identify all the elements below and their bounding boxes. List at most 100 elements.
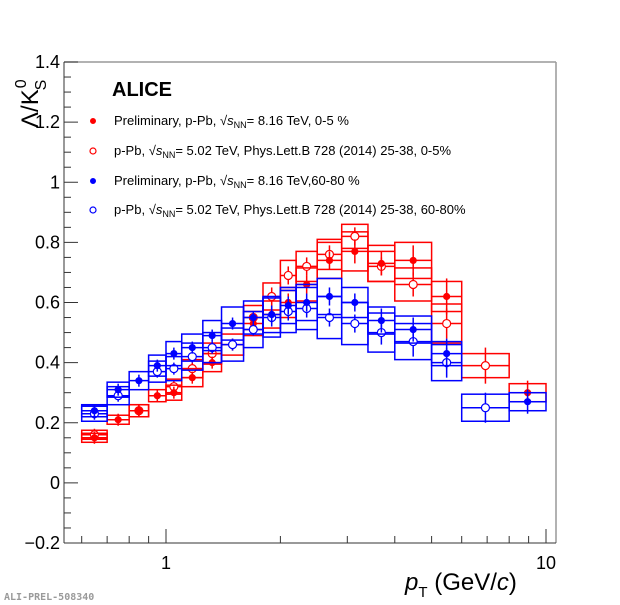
open-marker <box>350 318 360 329</box>
filled-marker <box>284 301 292 310</box>
filled-marker <box>249 313 257 322</box>
filled-marker <box>228 319 237 328</box>
filled-marker <box>443 350 451 358</box>
legend-label-post: = 8.16 TeV, 0-5 % <box>247 113 350 128</box>
filled-marker <box>135 407 143 415</box>
legend-label: p-Pb, √sNN= 5.02 TeV, Phys.Lett.B 728 (2… <box>114 202 466 219</box>
y-tick-label: 0.8 <box>35 232 60 252</box>
legend-item: Preliminary, p-Pb, √sNN= 8.16 TeV,60-80 … <box>89 173 360 190</box>
filled-marker <box>523 398 532 406</box>
legend-label-s: s <box>227 113 234 128</box>
filled-marker <box>409 325 417 334</box>
legend-label-nn: NN <box>234 120 247 130</box>
legend-label: p-Pb, √sNN= 5.02 TeV, Phys.Lett.B 728 (2… <box>114 143 451 160</box>
filled-marker <box>377 259 385 268</box>
filled-marker <box>153 392 161 400</box>
svg-text:Λ/K0S: Λ/K0 S <box>13 79 50 128</box>
legend: Preliminary, p-Pb, √sNN= 8.16 TeV, 0-5 %… <box>89 113 466 219</box>
legend-label-post: = 5.02 TeV, Phys.Lett.B 728 (2014) 25-38… <box>175 202 466 217</box>
legend-label: Preliminary, p-Pb, √sNN= 8.16 TeV,60-80 … <box>114 173 360 190</box>
filled-marker <box>153 362 161 370</box>
series-2 <box>80 277 547 418</box>
legend-label-nn: NN <box>162 150 175 160</box>
open-marker <box>442 318 452 329</box>
watermark: ALI-PREL-508340 <box>4 592 94 603</box>
y-axis-title: Λ/K0 S <box>13 79 50 128</box>
open-marker <box>187 352 197 362</box>
legend-label-nn: NN <box>162 209 175 219</box>
filled-marker <box>90 407 99 415</box>
filled-marker <box>170 350 178 358</box>
y-tick-label: −0.2 <box>24 533 60 553</box>
open-marker <box>169 364 179 374</box>
open-marker <box>302 261 312 272</box>
sqrt-symbol: √ <box>149 202 157 217</box>
open-marker <box>480 361 491 371</box>
x-title-rest: (GeV/ <box>428 569 498 596</box>
legend-label-pre: p-Pb, <box>114 202 149 217</box>
legend-label: Preliminary, p-Pb, √sNN= 8.16 TeV, 0-5 % <box>114 113 349 130</box>
legend-label-pre: Preliminary, p-Pb, <box>114 173 220 188</box>
experiment-label: ALICE <box>112 79 172 101</box>
filled-marker <box>303 298 311 307</box>
legend-label-pre: p-Pb, <box>114 143 149 158</box>
x-tick-label: 1 <box>161 553 171 573</box>
legend-item: Preliminary, p-Pb, √sNN= 8.16 TeV, 0-5 % <box>89 113 349 130</box>
legend-marker <box>89 178 96 185</box>
open-marker <box>408 279 418 290</box>
legend-item: p-Pb, √sNN= 5.02 TeV, Phys.Lett.B 728 (2… <box>89 202 466 219</box>
series-0 <box>80 231 547 444</box>
y-title-main: Λ/K <box>17 89 44 128</box>
filled-marker <box>90 434 99 442</box>
legend-label-s: s <box>156 143 163 158</box>
y-title-sub: S <box>33 80 50 91</box>
filled-marker <box>188 343 196 352</box>
legend-label-pre: Preliminary, p-Pb, <box>114 113 220 128</box>
y-title-sup: 0 <box>13 79 30 88</box>
x-title-close: ) <box>509 569 517 596</box>
open-marker <box>227 339 238 350</box>
x-title-p: p <box>404 569 418 596</box>
x-title-c: c <box>497 569 509 596</box>
data-layer <box>80 223 547 444</box>
filled-marker <box>409 256 417 265</box>
sqrt-symbol: √ <box>220 173 228 188</box>
sqrt-symbol: √ <box>220 113 228 128</box>
filled-marker <box>325 256 334 265</box>
open-marker <box>480 403 491 413</box>
legend-label-nn: NN <box>234 180 247 190</box>
x-axis-title: pT (GeV/c) <box>404 569 517 601</box>
open-marker <box>248 324 258 335</box>
y-tick-label: 1 <box>50 172 60 192</box>
filled-marker <box>268 310 276 319</box>
filled-marker <box>114 386 122 394</box>
open-marker <box>207 342 217 353</box>
y-tick-label: 0.4 <box>35 353 60 373</box>
open-marker <box>350 231 360 241</box>
filled-marker <box>114 416 122 424</box>
filled-marker <box>135 377 143 385</box>
legend-label-post: = 8.16 TeV,60-80 % <box>247 173 361 188</box>
filled-marker <box>170 389 178 397</box>
y-tick-label: 0.2 <box>35 413 60 433</box>
legend-marker <box>89 206 97 214</box>
x-title-sub: T <box>418 584 427 601</box>
legend-item: p-Pb, √sNN= 5.02 TeV, Phys.Lett.B 728 (2… <box>89 143 451 160</box>
axes: −0.2 0 0.2 0.4 0.6 0.8 1 1.2 1.4 1 10 <box>24 52 557 573</box>
legend-label-post: = 5.02 TeV, Phys.Lett.B 728 (2014) 25-38… <box>175 143 451 158</box>
filled-marker <box>208 331 216 340</box>
y-tick-label: 1.2 <box>35 112 60 132</box>
legend-marker <box>89 147 97 155</box>
open-marker <box>283 270 293 281</box>
legend-label-s: s <box>227 173 234 188</box>
y-tick-label: 0 <box>50 473 60 493</box>
filled-marker <box>443 292 451 301</box>
x-tick-label: 10 <box>536 553 556 573</box>
filled-marker <box>325 292 334 301</box>
sqrt-symbol: √ <box>149 143 157 158</box>
filled-marker <box>188 374 196 382</box>
open-marker <box>324 312 335 323</box>
y-tick-label: 1.4 <box>35 52 60 72</box>
y-tick-label: 0.6 <box>35 293 60 313</box>
